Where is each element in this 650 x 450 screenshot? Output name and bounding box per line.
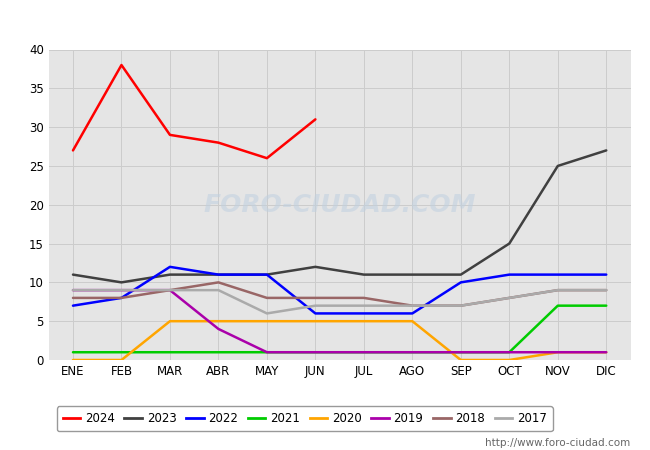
Text: Afiliados en Olmeda de la Cuesta a 31/5/2024: Afiliados en Olmeda de la Cuesta a 31/5/… <box>112 11 538 29</box>
Legend: 2024, 2023, 2022, 2021, 2020, 2019, 2018, 2017: 2024, 2023, 2022, 2021, 2020, 2019, 2018… <box>57 406 552 431</box>
Text: FORO-CIUDAD.COM: FORO-CIUDAD.COM <box>203 193 476 217</box>
Text: http://www.foro-ciudad.com: http://www.foro-ciudad.com <box>486 438 630 448</box>
